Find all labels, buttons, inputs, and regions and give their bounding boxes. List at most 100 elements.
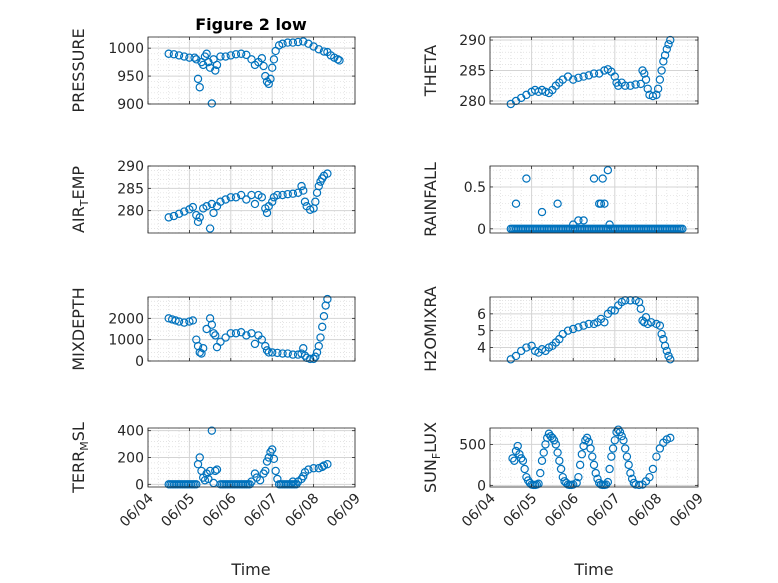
- x-tick-label: 06/07: [584, 491, 624, 531]
- data-point: [518, 456, 528, 465]
- data-point: [653, 84, 663, 93]
- data-point: [589, 174, 599, 183]
- data-point: [652, 452, 661, 461]
- data-point: [299, 344, 308, 353]
- y-tick-label: 950: [117, 69, 144, 85]
- data-point: [300, 197, 310, 206]
- data-point: [264, 348, 273, 357]
- data-point: [622, 452, 632, 461]
- data-point: [202, 49, 211, 58]
- data-point: [304, 465, 313, 474]
- data-point: [508, 454, 517, 463]
- data-point: [269, 55, 279, 64]
- data-point: [283, 38, 292, 47]
- data-point: [278, 39, 287, 48]
- data-point: [629, 478, 639, 488]
- x-tick-label: 06/06: [542, 490, 582, 530]
- x-tick-label: 06/06: [200, 490, 240, 530]
- y-tick-label: 4: [477, 341, 486, 357]
- data-point: [255, 476, 265, 485]
- data-point: [174, 209, 184, 218]
- data-point: [293, 37, 303, 47]
- data-point: [666, 35, 675, 45]
- subplot-rainfall: 0 0.5 RAINFALL: [421, 162, 699, 238]
- data-point: [288, 38, 298, 47]
- y-tick-label: 280: [117, 204, 144, 220]
- data-point: [640, 69, 649, 78]
- data-point: [264, 79, 273, 89]
- x-tick-label: 06/09: [324, 491, 364, 531]
- data-point: [299, 472, 308, 481]
- data-point: [621, 444, 630, 453]
- y-axis-label: PRESSURE: [69, 28, 88, 112]
- data-point: [318, 322, 327, 332]
- data-point: [293, 188, 303, 197]
- data-point: [605, 220, 614, 229]
- data-point: [537, 207, 547, 217]
- data-point: [268, 445, 277, 454]
- data-point: [314, 45, 323, 54]
- x-tick-label: 06/09: [667, 491, 707, 531]
- x-axis-label-right: Time: [573, 560, 613, 579]
- data-point: [643, 84, 652, 93]
- data-point: [207, 99, 217, 108]
- data-point: [517, 454, 526, 463]
- axes-box: [489, 296, 699, 362]
- data-point: [555, 456, 564, 465]
- data-point: [608, 444, 618, 453]
- data-point: [174, 51, 184, 60]
- data-point: [221, 195, 230, 204]
- data-point: [666, 433, 675, 443]
- data-point: [603, 477, 613, 487]
- data-point: [515, 450, 524, 459]
- data-point: [269, 454, 279, 464]
- x-tick-label: 06/08: [625, 491, 665, 531]
- data-point: [536, 468, 545, 478]
- data-point: [511, 351, 521, 361]
- data-point: [612, 427, 621, 437]
- data-point: [591, 468, 600, 478]
- data-point: [299, 186, 308, 195]
- data-point: [664, 40, 673, 49]
- data-point: [636, 304, 646, 313]
- y-tick-label: 400: [117, 424, 144, 440]
- subplot-theta: 280 285 290 THETA: [421, 33, 699, 110]
- data-point: [264, 453, 273, 462]
- data-point: [575, 460, 585, 470]
- data-point: [569, 220, 578, 229]
- data-point: [192, 480, 201, 489]
- y-axis-label: THETA: [421, 45, 440, 97]
- y-axis-label: H2OMIXRA: [421, 286, 440, 372]
- data-point: [283, 189, 292, 199]
- data-point: [288, 477, 298, 486]
- y-tick-label: 285: [459, 64, 486, 80]
- subplot-terr: 0 200 400 TERRMSL 06/04 06/05 06/06 06/07 06/08 0…: [69, 422, 364, 530]
- data-point: [666, 355, 675, 364]
- data-point: [209, 329, 218, 338]
- data-point: [193, 74, 203, 84]
- data-point: [537, 456, 547, 465]
- data-point: [631, 80, 640, 89]
- data-point: [164, 213, 173, 222]
- subplots: 900 950 1000 PRESSURE 280 285 290 THETA 280 285 29…: [69, 28, 707, 530]
- y-axis-label: AIRTEMP: [69, 166, 91, 233]
- data-point: [195, 453, 204, 462]
- data-point: [311, 352, 320, 361]
- data-point: [319, 312, 329, 321]
- data-point: [231, 193, 241, 202]
- data-point: [626, 81, 635, 90]
- data-point: [266, 74, 275, 84]
- data-point: [610, 72, 620, 81]
- data-point: [299, 37, 308, 46]
- data-point: [273, 190, 282, 200]
- data-point: [185, 317, 194, 326]
- data-point: [662, 44, 672, 54]
- data-point: [553, 199, 562, 208]
- data-point: [202, 201, 211, 211]
- data-point: [204, 474, 213, 484]
- data-point: [569, 75, 578, 84]
- data-point: [648, 464, 658, 474]
- data-point: [660, 341, 670, 351]
- data-point: [323, 169, 332, 178]
- data-point: [297, 181, 306, 191]
